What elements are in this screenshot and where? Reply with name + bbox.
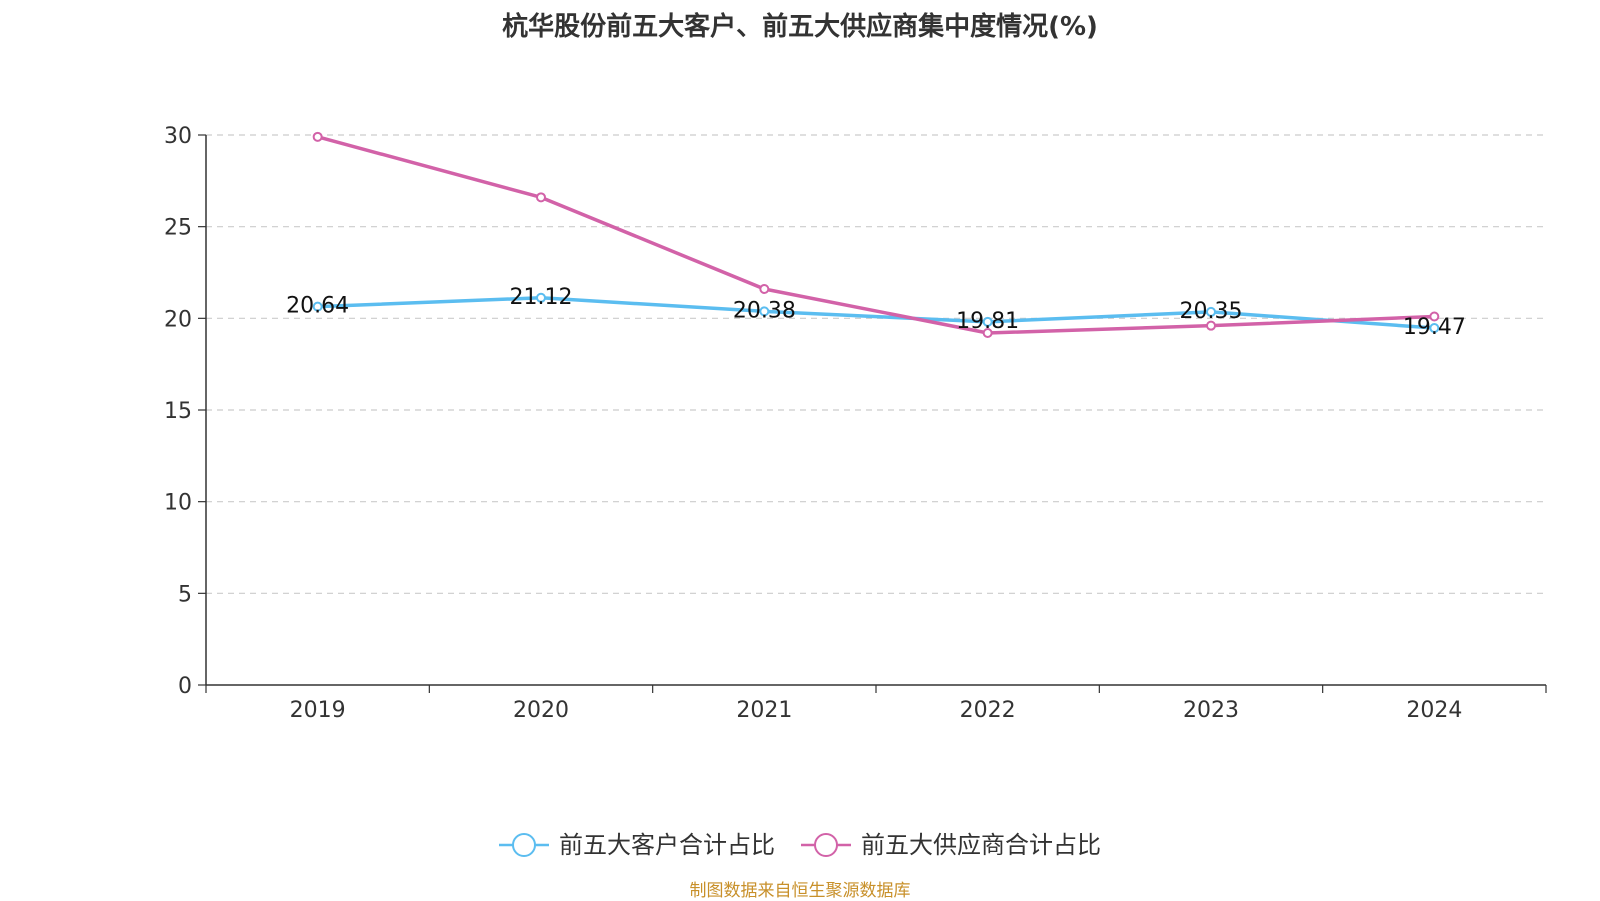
data-point[interactable] xyxy=(1429,323,1440,334)
data-point[interactable] xyxy=(759,306,770,317)
data-point[interactable] xyxy=(1206,320,1216,331)
legend: 前五大客户合计占比 前五大供应商合计占比 xyxy=(499,831,1101,859)
data-label: 19.47 xyxy=(1403,315,1466,340)
data-point[interactable] xyxy=(1206,306,1216,317)
series-line-1 xyxy=(317,296,1435,330)
data-point[interactable] xyxy=(536,292,546,303)
data-label: 20.64 xyxy=(286,294,349,319)
x-tick-label: 2024 xyxy=(1406,698,1462,723)
source-note: 制图数据来自恒生聚源数据库 xyxy=(689,881,911,901)
x-tick-label: 2022 xyxy=(960,698,1016,723)
legend-label: 前五大客户合计占比 xyxy=(559,831,775,859)
chart-title: 杭华股份前五大客户、前五大供应商集中度情况(%) xyxy=(502,12,1098,42)
data-label: 20.35 xyxy=(1180,299,1243,324)
data-point[interactable] xyxy=(982,316,993,327)
y-tick-label: 30 xyxy=(164,124,192,149)
data-labels: 20.64 21.12 20.38 19.81 20.35 19.47 xyxy=(286,285,1466,340)
x-tick-label: 2019 xyxy=(290,698,346,723)
data-label: 19.81 xyxy=(956,309,1019,334)
legend-item[interactable]: 前五大客户合计占比 xyxy=(499,831,775,859)
data-point[interactable] xyxy=(1429,311,1440,322)
series-line-2 xyxy=(317,135,1435,335)
data-point[interactable] xyxy=(312,301,323,312)
data-point[interactable] xyxy=(536,192,546,203)
x-tick-label: 2023 xyxy=(1183,698,1239,723)
legend-label: 前五大供应商合计占比 xyxy=(861,831,1101,859)
grid-lines xyxy=(206,134,1546,594)
series-layer xyxy=(312,131,1440,338)
axes: 0 5 10 15 20 25 30 2019 2020 2021 2022 2023 2024 xyxy=(164,124,1547,723)
data-point[interactable] xyxy=(759,284,770,294)
legend-item[interactable]: 前五大供应商合计占比 xyxy=(801,831,1101,859)
y-tick-label: 25 xyxy=(164,216,192,241)
data-point[interactable] xyxy=(982,328,993,338)
y-tick-label: 20 xyxy=(164,307,192,332)
data-point[interactable] xyxy=(312,131,323,142)
y-tick-label: 10 xyxy=(164,491,192,516)
x-tick-label: 2021 xyxy=(736,698,792,723)
y-tick-label: 0 xyxy=(178,674,192,699)
legend-swatch-marker xyxy=(512,833,536,857)
data-label: 20.38 xyxy=(733,298,796,323)
y-tick-label: 5 xyxy=(178,582,192,607)
y-tick-label: 15 xyxy=(164,399,192,424)
legend-swatch-marker xyxy=(814,833,838,857)
x-tick-label: 2020 xyxy=(513,698,569,723)
data-label: 21.12 xyxy=(510,285,573,310)
